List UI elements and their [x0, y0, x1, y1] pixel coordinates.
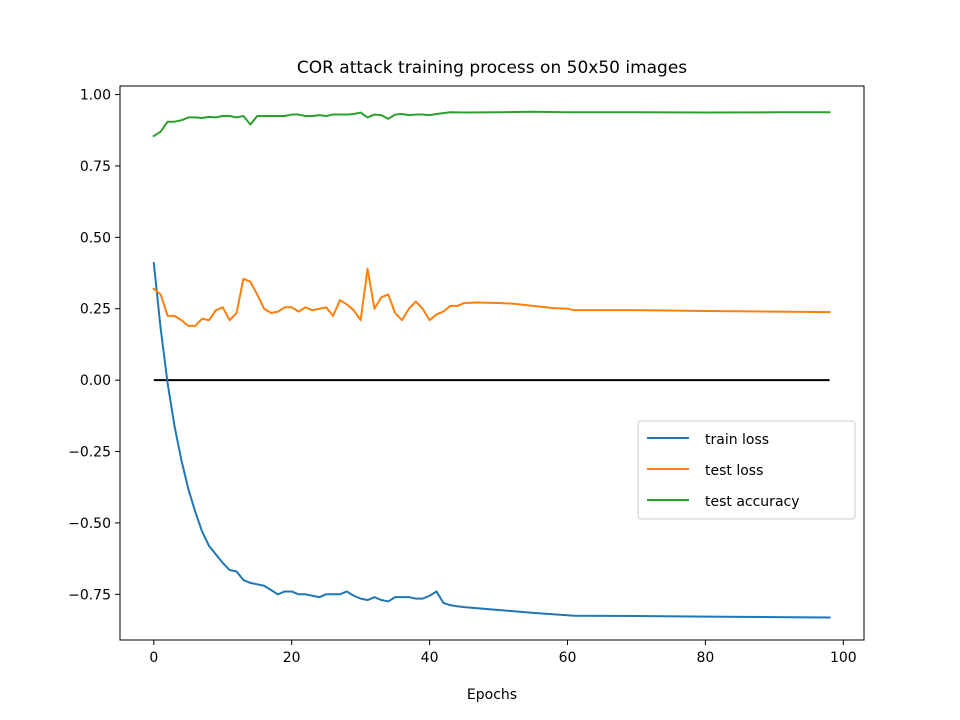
y-tick-label: −0.25 — [68, 445, 111, 461]
series-line-test-accuracy — [152, 110, 831, 138]
legend: train loss test loss test accuracy — [637, 420, 856, 520]
series-line-train-loss — [152, 261, 831, 619]
legend-label: train loss — [705, 432, 769, 448]
legend-box — [637, 420, 856, 520]
x-tick-label: 60 — [559, 650, 577, 666]
x-axis-label: Epochs — [467, 687, 517, 703]
x-tick-label: 100 — [830, 650, 857, 666]
x-tick-label: 80 — [696, 650, 714, 666]
y-tick-label: 0.50 — [80, 230, 111, 246]
y-tick-label: −0.50 — [68, 516, 111, 532]
y-tick-label: 0.00 — [80, 373, 111, 389]
series-line-test-loss — [152, 267, 831, 327]
legend-label: test accuracy — [705, 494, 800, 510]
x-tick-label: 20 — [283, 650, 301, 666]
y-tick-label: −0.75 — [68, 587, 111, 603]
y-tick-label: 1.00 — [80, 88, 111, 104]
x-tick-label: 0 — [149, 650, 158, 666]
chart-title: COR attack training process on 50x50 ima… — [297, 58, 687, 78]
legend-label: test loss — [705, 463, 763, 479]
axes-frame — [119, 85, 865, 641]
x-tick-label: 40 — [421, 650, 439, 666]
y-tick-label: 0.75 — [80, 159, 111, 175]
y-tick-label: 0.25 — [80, 302, 111, 318]
plot-area: 0 20 40 60 80 100 −0.75 −0.50 −0.25 0.00 0.25 0.50 0… — [68, 85, 865, 666]
